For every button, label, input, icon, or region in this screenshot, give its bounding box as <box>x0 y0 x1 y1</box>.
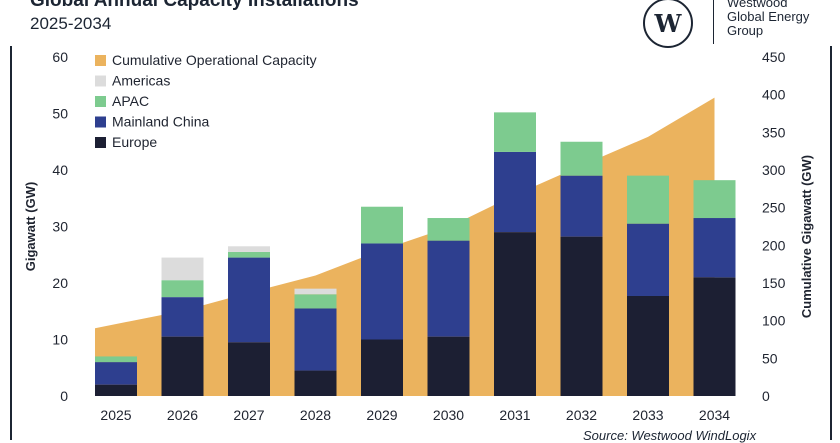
bar-americas-2027 <box>228 246 270 252</box>
bar-europe-2032 <box>560 236 603 396</box>
legend-label: APAC <box>112 93 149 109</box>
legend-swatch <box>95 137 106 148</box>
legend-label: Mainland China <box>112 114 209 130</box>
legend-swatch <box>95 96 106 107</box>
y-tick-label: 60 <box>52 49 68 65</box>
bar-mainland-china-2032 <box>560 175 603 237</box>
bar-apac-2032 <box>560 141 603 176</box>
y-tick-label: 30 <box>52 219 68 235</box>
y2-tick-label: 0 <box>762 388 770 404</box>
bar-mainland-china-2034 <box>693 218 736 278</box>
y2-tick-label: 400 <box>762 87 786 103</box>
bar-europe-2025 <box>95 384 137 396</box>
y2-tick-label: 200 <box>762 237 786 253</box>
bar-apac-2029 <box>361 206 403 244</box>
bar-apac-2034 <box>693 180 736 219</box>
x-tick-label: 2025 <box>100 407 131 423</box>
x-tick-label: 2033 <box>632 407 663 423</box>
y-tick-label: 0 <box>60 388 68 404</box>
x-tick-label: 2034 <box>699 407 730 423</box>
bar-mainland-china-2025 <box>95 362 137 385</box>
bar-mainland-china-2026 <box>161 297 204 337</box>
y2-tick-label: 450 <box>762 49 786 65</box>
y-tick-label: 50 <box>52 106 68 122</box>
bar-europe-2029 <box>361 339 403 396</box>
company-name: Westwood Global Energy Group <box>727 0 837 38</box>
westwood-logo-icon: W <box>643 0 693 48</box>
bar-europe-2028 <box>294 370 337 396</box>
y-tick-label: 20 <box>52 275 68 291</box>
chart-subtitle: 2025-2034 <box>30 14 112 33</box>
frame-right-border <box>830 46 832 440</box>
logo-divider <box>713 0 714 44</box>
company-name-line: Global Energy <box>727 9 810 24</box>
y2-axis-title: Cumulative Gigawatt (GW) <box>799 155 814 318</box>
x-tick-label: 2026 <box>167 407 198 423</box>
x-tick-label: 2032 <box>566 407 597 423</box>
legend-label: Americas <box>112 73 170 89</box>
legend-label: Europe <box>112 134 157 150</box>
bar-apac-2026 <box>161 280 204 298</box>
chart-title: Global Annual Capacity Installations <box>30 0 359 11</box>
y2-tick-label: 150 <box>762 275 786 291</box>
y2-tick-label: 100 <box>762 313 786 329</box>
y-axis-title: Gigawatt (GW) <box>23 182 38 272</box>
bar-apac-2028 <box>294 294 337 309</box>
x-tick-label: 2031 <box>499 407 530 423</box>
x-tick-label: 2027 <box>233 407 264 423</box>
company-name-line: Westwood <box>727 0 788 10</box>
bar-europe-2031 <box>494 232 536 396</box>
company-name-line: Group <box>727 23 764 38</box>
bar-europe-2027 <box>228 342 270 396</box>
bar-europe-2034 <box>693 277 736 396</box>
bar-mainland-china-2028 <box>294 308 337 371</box>
y-tick-label: 40 <box>52 162 68 178</box>
legend-swatch <box>95 116 106 128</box>
x-tick-label: 2028 <box>300 407 331 423</box>
y2-tick-label: 50 <box>762 350 778 366</box>
frame-left-border <box>10 46 12 440</box>
legend-label: Cumulative Operational Capacity <box>112 52 317 68</box>
bar-mainland-china-2030 <box>427 240 470 337</box>
bar-apac-2031 <box>494 112 536 152</box>
bar-europe-2033 <box>627 295 669 396</box>
bar-mainland-china-2029 <box>361 243 403 340</box>
x-tick-label: 2029 <box>366 407 397 423</box>
bar-americas-2026 <box>161 257 204 281</box>
bar-europe-2030 <box>427 336 470 396</box>
bar-apac-2033 <box>627 175 669 224</box>
bar-apac-2030 <box>427 218 470 241</box>
bar-mainland-china-2033 <box>627 223 669 296</box>
legend-swatch <box>95 75 106 87</box>
bar-europe-2026 <box>161 336 204 396</box>
bar-mainland-china-2031 <box>494 151 536 233</box>
bar-apac-2025 <box>95 356 137 363</box>
y-tick-label: 10 <box>52 332 68 348</box>
y2-tick-label: 300 <box>762 162 786 178</box>
bar-americas-2028 <box>294 288 337 295</box>
y2-tick-label: 350 <box>762 124 786 140</box>
x-tick-label: 2030 <box>433 407 464 423</box>
legend-swatch <box>95 55 106 66</box>
bar-mainland-china-2027 <box>228 257 270 343</box>
y2-tick-label: 250 <box>762 200 786 216</box>
source-note: Source: Westwood WindLogix <box>583 428 757 443</box>
bar-apac-2027 <box>228 251 270 258</box>
